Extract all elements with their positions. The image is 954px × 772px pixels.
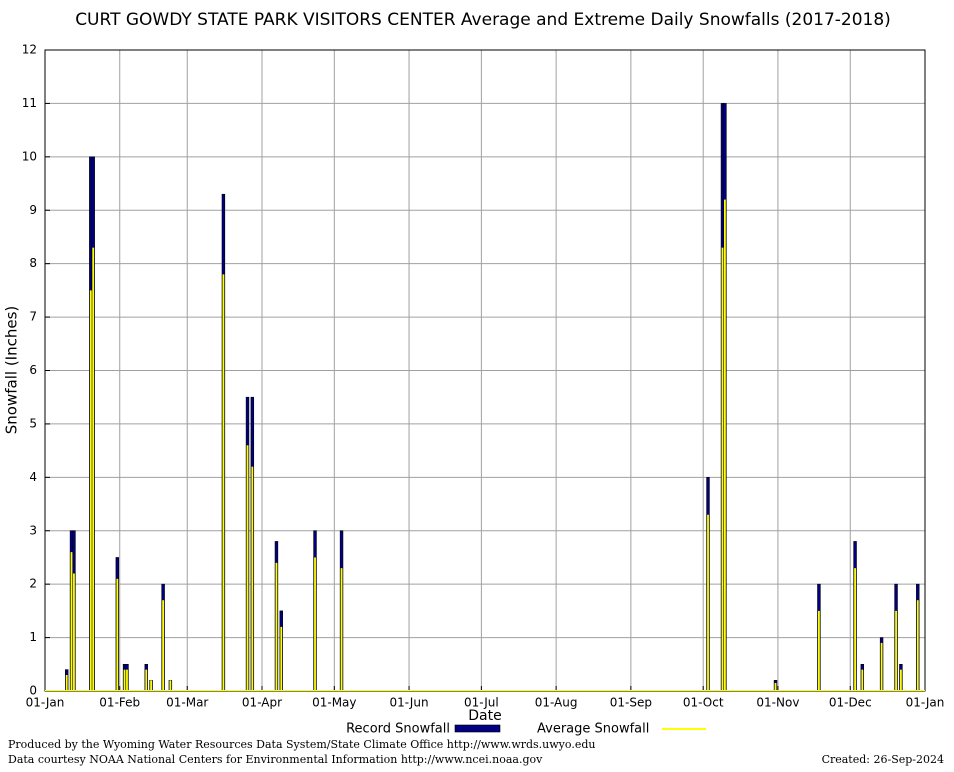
average-bar xyxy=(145,669,148,691)
average-bar xyxy=(774,682,777,691)
average-bar xyxy=(916,600,919,691)
average-bar xyxy=(314,557,316,691)
average-bar xyxy=(861,669,864,691)
average-bar xyxy=(880,642,883,691)
x-axis-label: Date xyxy=(468,708,501,724)
y-tick-label: 4 xyxy=(29,470,37,484)
x-tick-label: 01-May xyxy=(312,696,356,710)
average-bar xyxy=(723,199,726,692)
y-tick-label: 8 xyxy=(29,256,37,270)
x-tick-label: 01-Aug xyxy=(535,696,578,710)
y-tick-label: 0 xyxy=(29,684,37,698)
y-tick-label: 10 xyxy=(22,149,37,163)
average-bar xyxy=(707,514,709,691)
legend-label: Record Snowfall xyxy=(346,722,450,737)
x-tick-label: 01-Jul xyxy=(464,696,499,710)
x-tick-label: 01-Jun xyxy=(390,696,429,710)
average-bar xyxy=(246,445,249,691)
x-tick-label: 01-Jan xyxy=(26,696,65,710)
average-bar xyxy=(899,669,902,691)
average-bar xyxy=(721,247,724,691)
x-tick-label: 01-Oct xyxy=(683,696,724,710)
average-bar xyxy=(280,626,283,691)
average-bar xyxy=(818,610,820,691)
average-bar xyxy=(275,562,278,691)
y-tick-label: 2 xyxy=(29,577,37,591)
x-tick-label: 01-Feb xyxy=(99,696,140,710)
footer: Data courtesy NOAA National Centers for … xyxy=(8,753,543,766)
average-bar xyxy=(162,600,165,691)
x-tick-label: 01-Dec xyxy=(829,696,872,710)
y-tick-label: 7 xyxy=(29,310,37,324)
average-bar xyxy=(340,568,343,691)
footer: Produced by the Wyoming Water Resources … xyxy=(8,738,595,751)
average-bar xyxy=(116,578,119,691)
average-bar xyxy=(70,552,73,691)
legend-label: Average Snowfall xyxy=(537,722,649,737)
average-bar xyxy=(895,610,897,691)
x-tick-label: 01-Jan xyxy=(906,696,945,710)
y-axis-label: Snowfall (Inches) xyxy=(3,306,21,434)
chart-title: CURT GOWDY STATE PARK VISITORS CENTER Av… xyxy=(75,10,891,30)
average-bar xyxy=(222,274,225,691)
average-bar xyxy=(123,669,126,691)
y-tick-label: 9 xyxy=(29,203,37,217)
y-tick-label: 5 xyxy=(29,416,37,430)
y-tick-label: 11 xyxy=(22,96,37,110)
average-bar xyxy=(150,680,152,691)
x-tick-label: 01-Sep xyxy=(610,696,652,710)
y-tick-label: 1 xyxy=(29,630,37,644)
y-tick-label: 6 xyxy=(29,363,37,377)
footer: Created: 26-Sep-2024 xyxy=(822,753,944,766)
average-bar xyxy=(251,466,254,691)
x-tick-label: 01-Mar xyxy=(166,696,208,710)
average-bar xyxy=(89,290,92,691)
average-bar xyxy=(854,568,856,691)
y-tick-label: 12 xyxy=(22,43,37,57)
y-tick-label: 3 xyxy=(29,523,37,537)
average-bar xyxy=(126,669,128,691)
x-tick-label: 01-Apr xyxy=(242,696,282,710)
average-bar xyxy=(169,680,172,691)
x-tick-label: 01-Nov xyxy=(756,696,799,710)
average-bar xyxy=(73,573,75,691)
average-bar xyxy=(65,674,68,691)
average-bar xyxy=(92,247,95,691)
legend-swatch xyxy=(454,724,501,733)
